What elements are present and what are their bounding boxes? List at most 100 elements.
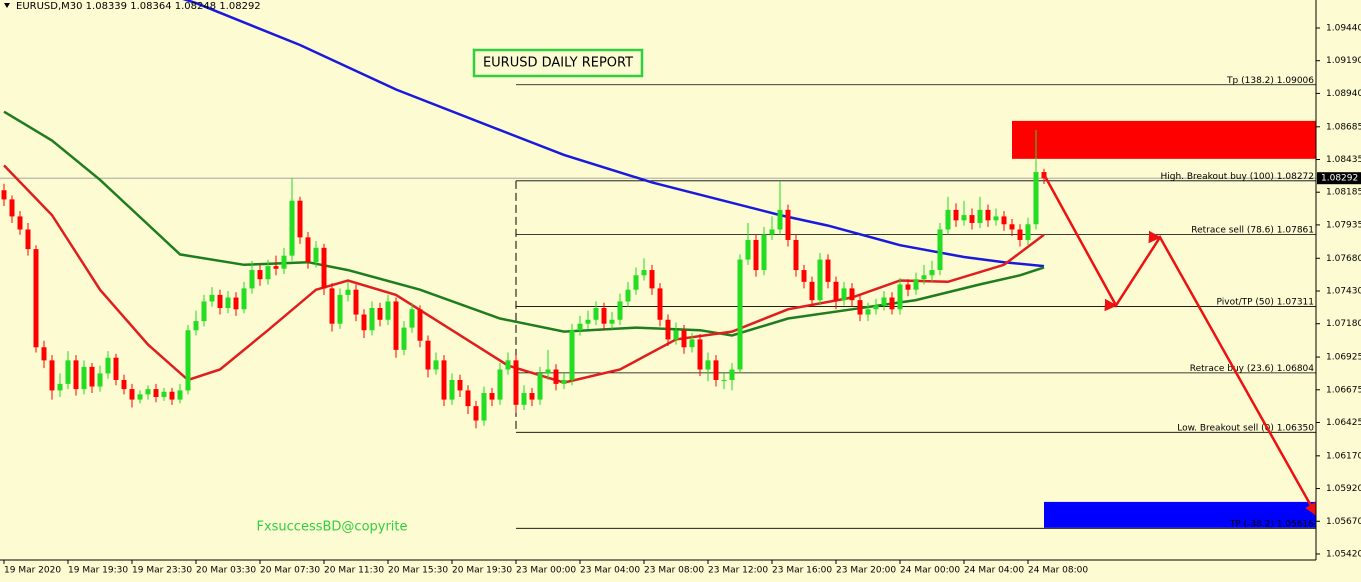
candle-body: [465, 390, 471, 407]
candle-body: [673, 330, 679, 340]
fib-level-name: Tp (138.2): [1226, 75, 1274, 85]
candle-body: [929, 270, 935, 276]
fib-level-value: 1.08272: [1277, 171, 1314, 181]
candle-body: [129, 389, 135, 400]
axes: 1.09440 1.09190 1.08940 1.08685 1.08435 1.081…: [3, 24, 1361, 576]
candle-body: [553, 369, 559, 384]
candle-body: [593, 308, 599, 320]
candle-body: [801, 270, 807, 282]
candle-body: [601, 308, 607, 324]
ohlc-close: 1.08292: [219, 1, 260, 12]
y-tick-label: 1.07680: [1326, 254, 1361, 264]
candle-body: [681, 330, 687, 348]
ohlc-low: 1.08248: [175, 1, 216, 12]
candle-body: [793, 239, 799, 271]
candle-body: [329, 288, 335, 324]
candle-body: [393, 301, 399, 350]
candle-body: [425, 340, 431, 370]
x-tick-label: 20 Mar 07:30: [260, 566, 320, 576]
y-tick-label: 1.07430: [1326, 286, 1361, 296]
plot-area: Tp (138.2) 1.09006 High. Breakout buy (10…: [0, 0, 1316, 529]
candle-body: [537, 373, 543, 400]
candle-body: [153, 389, 159, 397]
candle-body: [569, 330, 575, 380]
fib-level-name: Pivot/TP (50): [1217, 297, 1274, 307]
fib-level-name: High. Breakout buy (100): [1160, 171, 1273, 181]
candle-body: [937, 229, 943, 271]
candle-body: [817, 259, 823, 301]
x-tick-label: 19 Mar 23:30: [132, 566, 192, 576]
candle-body: [385, 301, 391, 320]
candle-body: [273, 266, 279, 269]
candle-body: [289, 200, 295, 256]
candle-body: [897, 284, 903, 310]
candle-body: [369, 308, 375, 331]
x-tick-label: 23 Mar 00:00: [516, 566, 576, 576]
candle-body: [993, 216, 999, 221]
candle-body: [25, 229, 31, 250]
candle-body: [545, 369, 551, 374]
fib-level-value: 1.07861: [1277, 225, 1314, 235]
candle-body: [449, 379, 455, 400]
candle-body: [441, 360, 447, 400]
candle-body: [185, 330, 191, 391]
candle-body: [457, 379, 463, 391]
symbol-header: EURUSD,M30 1.08339 1.08364 1.08248 1.082…: [16, 1, 261, 12]
candle-body: [521, 393, 527, 405]
candle-body: [337, 294, 343, 324]
candle-body: [89, 366, 95, 387]
y-tick-label: 1.06675: [1326, 385, 1361, 395]
candle-body: [377, 308, 383, 320]
fib-label: Retrace sell (78.6) 1.07861: [1191, 225, 1314, 235]
candle-body: [73, 360, 79, 390]
candle-body: [169, 391, 175, 400]
candle-body: [489, 393, 495, 400]
candle-body: [753, 239, 759, 271]
y-tick-label: 1.08940: [1326, 89, 1361, 99]
y-tick-label: 1.09440: [1326, 24, 1361, 34]
candle-body: [401, 327, 407, 350]
candle-body: [905, 284, 911, 290]
overlay: EURUSD,M30 1.08339 1.08364 1.08248 1.082…: [4, 1, 644, 535]
candle-body: [729, 369, 735, 380]
candle-body: [513, 360, 519, 405]
candle-body: [409, 309, 415, 328]
candle-body: [433, 360, 439, 370]
candle-body: [193, 321, 199, 331]
y-tick-label: 1.05670: [1326, 517, 1361, 527]
candle-body: [321, 247, 327, 289]
chart-title: EURUSD DAILY REPORT: [483, 56, 633, 71]
candle-body: [105, 357, 111, 374]
candle-body: [713, 360, 719, 380]
moving-average: [3, 110, 1045, 337]
x-tick-label: 24 Mar 00:00: [900, 566, 960, 576]
fib-label: TP (-38.2) 1.05616: [1229, 519, 1314, 529]
candle-body: [913, 279, 919, 290]
x-tick-label: 23 Mar 12:00: [708, 566, 768, 576]
candle-body: [1025, 224, 1031, 240]
candle-body: [361, 314, 367, 331]
y-tick-label: 1.05420: [1326, 549, 1361, 559]
y-tick-label: 1.08185: [1326, 188, 1361, 198]
candle-body: [721, 379, 727, 381]
candle-body: [97, 373, 103, 387]
fib-level-value: 1.05616: [1277, 519, 1314, 529]
candle-body: [633, 275, 639, 290]
x-tick-label: 19 Mar 19:30: [68, 566, 128, 576]
y-tick-label: 1.09190: [1326, 56, 1361, 66]
candle-body: [689, 339, 695, 348]
fib-label: Low. Breakout sell (0) 1.06350: [1177, 423, 1314, 433]
candle-body: [697, 339, 703, 370]
candle-body: [649, 270, 655, 289]
candle-body: [225, 297, 231, 308]
candle-body: [577, 323, 583, 331]
candle-body: [81, 366, 87, 390]
candle-body: [969, 215, 975, 223]
y-tick-label: 1.08685: [1326, 122, 1361, 132]
candle-body: [161, 391, 167, 397]
candle-body: [865, 309, 871, 315]
candle-body: [49, 360, 55, 391]
candle-body: [217, 294, 223, 308]
